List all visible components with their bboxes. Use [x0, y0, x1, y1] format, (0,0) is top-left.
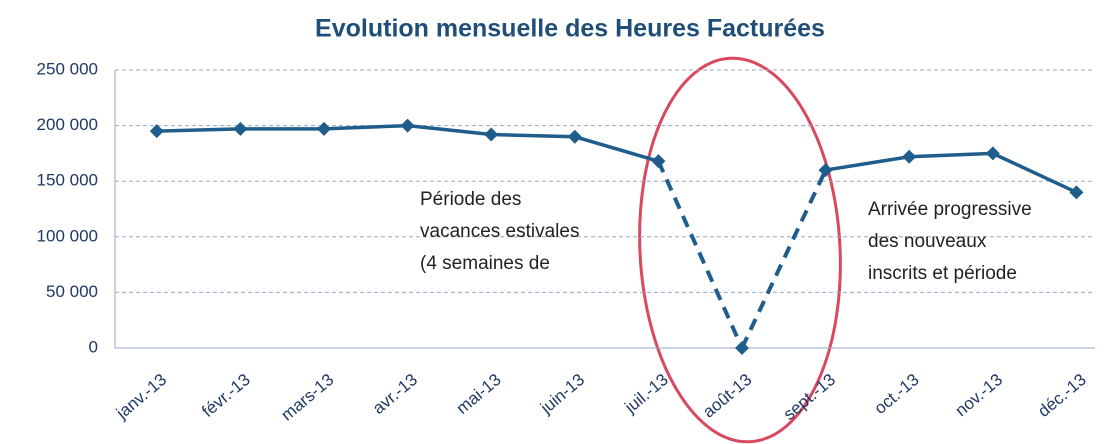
highlight-ellipse [638, 56, 842, 444]
x-tick-label: juin-13 [536, 370, 588, 418]
chart-title: Evolution mensuelle des Heures Facturées [315, 15, 825, 43]
annotation: des nouveaux [868, 231, 987, 252]
data-point [400, 118, 415, 133]
x-tick-label: déc.-13 [1034, 370, 1090, 421]
x-tick-label: nov.-13 [952, 370, 1007, 420]
y-tick-label: 50 000 [46, 282, 98, 301]
annotation: (4 semaines de [420, 253, 550, 274]
line-segment [491, 132, 575, 139]
data-point [818, 163, 833, 178]
annotation: Arrivée progressive [868, 199, 1032, 220]
line-segment [323, 123, 408, 131]
data-point [1069, 185, 1084, 200]
line-segment [909, 151, 993, 159]
line-segment [825, 155, 910, 172]
data-point [567, 129, 582, 144]
line-segment [992, 151, 1078, 194]
data-point [233, 121, 248, 136]
line-segment [574, 135, 659, 163]
data-point [902, 149, 917, 164]
y-tick-label: 200 000 [37, 115, 98, 134]
line-segment [407, 123, 492, 137]
data-point [149, 124, 164, 139]
x-tick-label: mars-13 [277, 370, 337, 425]
x-tick-label: août-13 [699, 370, 755, 422]
x-tick-label: oct.-13 [871, 370, 923, 418]
x-tick-label: janv.-13 [112, 370, 170, 423]
line-segment [656, 160, 744, 349]
y-tick-label: 0 [89, 337, 98, 356]
data-point [317, 121, 331, 136]
data-point [985, 146, 1000, 161]
y-tick-label: 150 000 [37, 171, 98, 190]
annotation: inscrits et période [868, 263, 1017, 284]
x-tick-label: avr.-13 [369, 370, 421, 418]
y-tick-label: 100 000 [37, 226, 98, 245]
line-segment [740, 169, 828, 349]
y-tick-label: 250 000 [37, 59, 98, 78]
data-point [651, 154, 666, 169]
data-point [735, 341, 749, 355]
annotation: Période des [420, 189, 521, 210]
x-tick-label: sept.-13 [780, 370, 839, 424]
x-tick-label: mai-13 [453, 370, 505, 418]
annotation: vacances estivales [420, 221, 579, 242]
x-tick-label: févr.-13 [198, 370, 254, 421]
data-point [484, 127, 499, 142]
line-segment [156, 127, 241, 133]
x-tick-label: juil.-13 [621, 370, 672, 417]
